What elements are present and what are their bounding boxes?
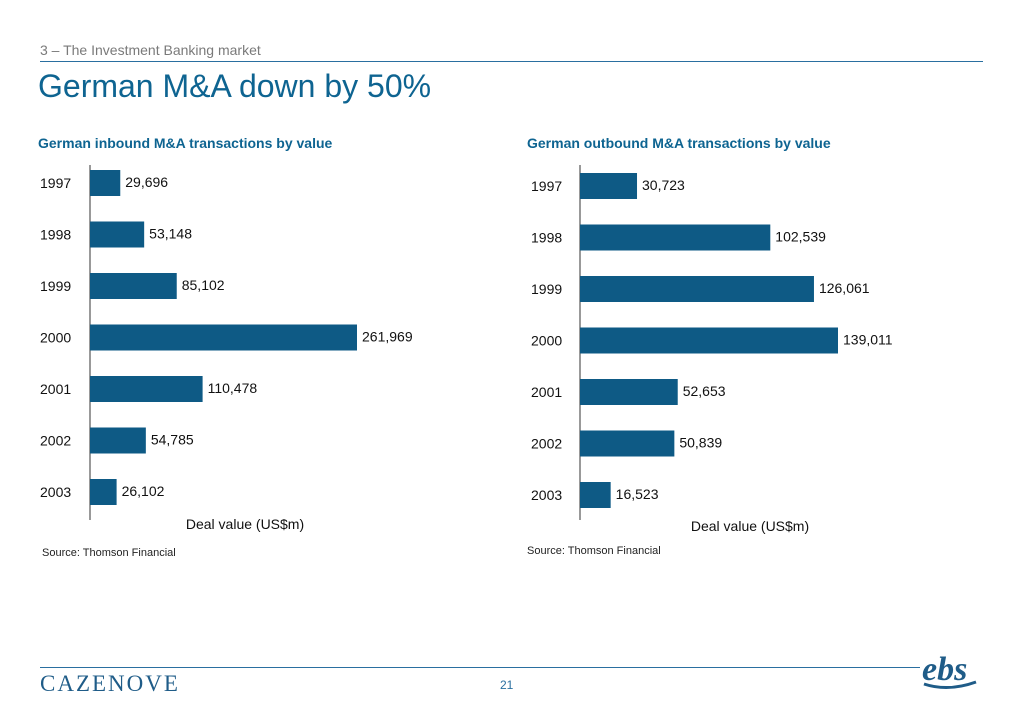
page-title: German M&A down by 50%: [38, 68, 432, 104]
outbound-data-label: 16,523: [616, 486, 659, 502]
inbound-data-label: 110,478: [208, 380, 258, 396]
inbound-chart-title: German inbound M&A transactions by value: [38, 135, 333, 151]
section-heading: 3 – The Investment Banking market: [40, 42, 261, 58]
outbound-data-label: 139,011: [843, 332, 893, 348]
inbound-source-note: Source: Thomson Financial: [42, 547, 176, 559]
outbound-category-label: 2002: [531, 436, 562, 452]
inbound-x-axis-label: Deal value (US$m): [186, 516, 304, 532]
outbound-data-label: 30,723: [642, 177, 685, 193]
ebs-logo-text: ebs: [922, 651, 967, 688]
header-divider: [40, 61, 983, 62]
outbound-category-label: 1999: [531, 281, 562, 297]
inbound-bar-1997: [90, 170, 121, 196]
outbound-bar-1999: [580, 276, 814, 302]
cazenove-logo: CAZENOVE: [40, 671, 180, 696]
inbound-category-label: 2002: [40, 433, 71, 449]
inbound-category-label: 2003: [40, 484, 71, 500]
outbound-bar-1998: [580, 224, 771, 251]
outbound-bar-2002: [580, 430, 675, 457]
inbound-bar-1998: [90, 221, 145, 248]
inbound-data-label: 85,102: [182, 277, 225, 293]
inbound-category-label: 1997: [40, 175, 71, 191]
outbound-data-label: 52,653: [683, 383, 726, 399]
ebs-logo: ebs: [918, 648, 980, 697]
inbound-bar-1999: [90, 273, 177, 299]
outbound-data-label: 102,539: [775, 229, 826, 245]
outbound-category-label: 2001: [531, 384, 562, 400]
inbound-bar-2000: [90, 324, 357, 351]
inbound-category-label: 2001: [40, 381, 71, 397]
outbound-bar-2003: [580, 482, 611, 508]
outbound-data-label: 50,839: [679, 435, 722, 451]
outbound-source-note: Source: Thomson Financial: [527, 545, 661, 557]
inbound-category-label: 2000: [40, 330, 71, 346]
inbound-data-label: 29,696: [125, 174, 168, 190]
inbound-category-label: 1998: [40, 227, 71, 243]
outbound-category-label: 2003: [531, 487, 562, 503]
outbound-category-label: 2000: [531, 333, 562, 349]
inbound-category-label: 1999: [40, 278, 71, 294]
inbound-bar-2002: [90, 427, 146, 454]
outbound-category-label: 1997: [531, 178, 562, 194]
inbound-data-label: 26,102: [122, 483, 165, 499]
inbound-bar-2003: [90, 479, 117, 505]
outbound-data-label: 126,061: [819, 280, 870, 296]
outbound-bar-2000: [580, 327, 838, 354]
footer-divider: [40, 667, 920, 668]
outbound-bar-2001: [580, 379, 678, 405]
outbound-category-label: 1998: [531, 230, 562, 246]
outbound-chart-title: German outbound M&A transactions by valu…: [527, 135, 831, 151]
outbound-bar-1997: [580, 173, 638, 199]
outbound-x-axis-label: Deal value (US$m): [691, 518, 809, 534]
inbound-data-label: 54,785: [151, 432, 194, 448]
inbound-bar-2001: [90, 376, 203, 402]
inbound-data-label: 53,148: [149, 226, 192, 242]
inbound-data-label: 261,969: [362, 329, 413, 345]
page-number: 21: [500, 678, 514, 692]
